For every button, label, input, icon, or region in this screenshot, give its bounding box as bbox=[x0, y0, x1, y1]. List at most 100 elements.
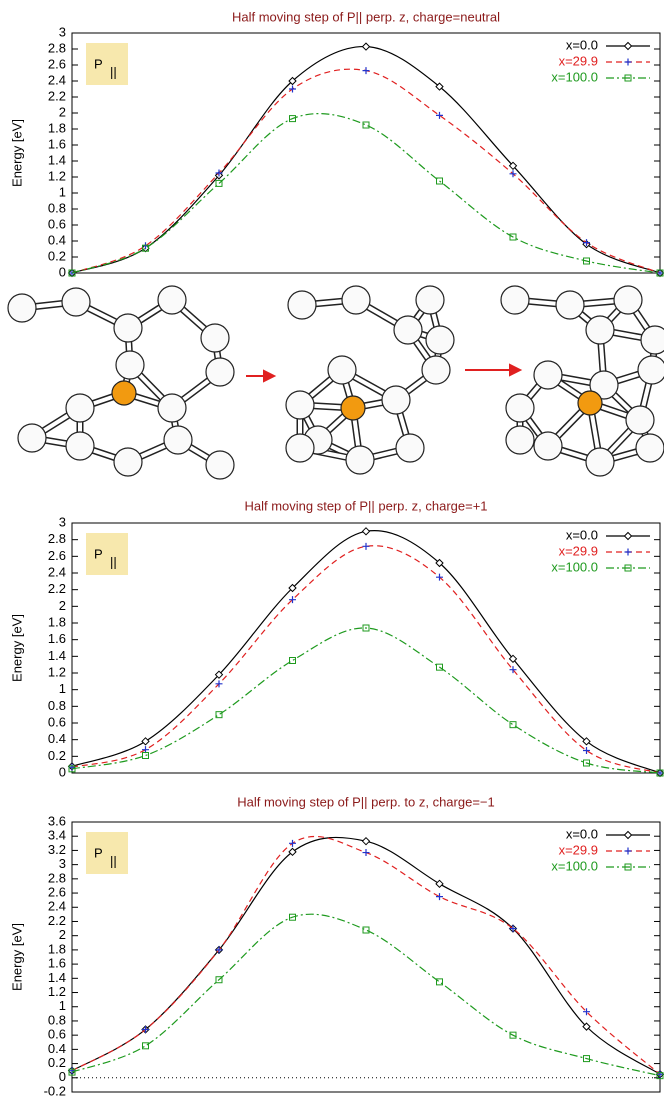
atom bbox=[205, 450, 235, 480]
annotation-box bbox=[86, 533, 128, 575]
annotation: P bbox=[94, 546, 103, 561]
series-line bbox=[71, 913, 661, 1077]
atom bbox=[555, 290, 585, 320]
y-tick-label: 2 bbox=[59, 598, 66, 613]
marker bbox=[361, 836, 371, 846]
legend-marker bbox=[624, 58, 632, 66]
y-axis-label: Energy [eV] bbox=[9, 614, 24, 682]
y-tick-label: 2.2 bbox=[48, 88, 66, 103]
atom bbox=[421, 355, 451, 385]
marker bbox=[68, 1067, 76, 1075]
atom bbox=[635, 433, 664, 463]
y-tick-label: 1.6 bbox=[48, 136, 66, 151]
y-tick-label: 0 bbox=[59, 264, 66, 279]
marker bbox=[656, 269, 664, 277]
marker bbox=[215, 169, 223, 177]
y-tick-label: 2.2 bbox=[48, 913, 66, 928]
y-tick-label: 0.2 bbox=[48, 1055, 66, 1070]
y-tick-label: 0.2 bbox=[48, 248, 66, 263]
y-tick-label: 0.2 bbox=[48, 748, 66, 763]
atom bbox=[395, 433, 425, 463]
atom bbox=[637, 355, 664, 385]
legend-marker bbox=[623, 830, 633, 840]
marker bbox=[68, 269, 76, 277]
marker bbox=[508, 161, 518, 171]
dopant-atom bbox=[577, 390, 603, 416]
arrow-head bbox=[509, 363, 523, 377]
atom bbox=[345, 445, 375, 475]
marker bbox=[583, 239, 590, 247]
y-tick-label: 2.4 bbox=[48, 899, 66, 914]
marker bbox=[288, 847, 297, 857]
y-tick-label: 3 bbox=[59, 514, 66, 529]
y-tick-label: 3.2 bbox=[48, 842, 66, 857]
y-tick-label: 0.6 bbox=[48, 714, 66, 729]
y-tick-label: 2.6 bbox=[48, 884, 66, 899]
atom bbox=[157, 393, 187, 423]
marker bbox=[362, 926, 370, 934]
y-tick-label: 1.4 bbox=[48, 648, 66, 663]
marker bbox=[436, 978, 443, 986]
series-line bbox=[71, 113, 661, 274]
marker bbox=[583, 747, 590, 754]
annotation-sub: || bbox=[110, 64, 117, 79]
y-tick-label: 1.2 bbox=[48, 168, 66, 183]
annotation-sub: || bbox=[110, 554, 117, 569]
annotation-box bbox=[86, 832, 128, 874]
atom bbox=[640, 325, 664, 355]
atom bbox=[533, 431, 563, 461]
marker bbox=[289, 839, 296, 847]
marker bbox=[583, 759, 590, 767]
marker bbox=[362, 542, 370, 550]
marker bbox=[142, 244, 149, 252]
chart: Half moving step of P|| perp. z, charge=… bbox=[9, 9, 664, 279]
marker bbox=[141, 737, 150, 746]
marker bbox=[288, 76, 297, 86]
y-tick-label: 1.2 bbox=[48, 664, 66, 679]
marker bbox=[362, 67, 370, 75]
atom bbox=[17, 423, 47, 453]
y-tick-label: 0.4 bbox=[48, 1041, 66, 1056]
marker bbox=[361, 42, 371, 51]
atom bbox=[625, 405, 655, 435]
marker bbox=[362, 624, 370, 632]
marker bbox=[142, 1042, 149, 1050]
marker bbox=[435, 558, 444, 568]
atom bbox=[505, 393, 535, 423]
y-tick-label: 2.8 bbox=[48, 531, 66, 546]
legend-label: x=100.0 bbox=[551, 69, 598, 84]
y-tick-label: 1 bbox=[59, 998, 66, 1013]
atom bbox=[113, 447, 143, 477]
y-tick-label: 2.6 bbox=[48, 56, 66, 71]
legend-label: x=100.0 bbox=[551, 559, 598, 574]
marker bbox=[436, 893, 443, 901]
annotation-sub: || bbox=[110, 853, 117, 868]
legend-marker bbox=[624, 74, 632, 82]
annotation: P bbox=[94, 56, 103, 71]
marker bbox=[509, 170, 517, 178]
annotation: P bbox=[94, 845, 103, 860]
dopant-atom bbox=[111, 380, 137, 406]
atom bbox=[7, 293, 37, 323]
marker bbox=[583, 1008, 590, 1016]
y-tick-label: 1 bbox=[59, 681, 66, 696]
plot-frame bbox=[71, 32, 661, 274]
structure-illustration bbox=[7, 285, 664, 480]
y-tick-label: 0.4 bbox=[48, 232, 66, 247]
y-axis-label: Energy [eV] bbox=[9, 119, 24, 187]
chart-title: Half moving step of P|| perp. z, charge=… bbox=[232, 9, 500, 24]
y-tick-label: 2.8 bbox=[48, 870, 66, 885]
marker bbox=[289, 115, 296, 123]
marker bbox=[509, 925, 517, 933]
series-line bbox=[71, 68, 661, 274]
y-tick-label: 1.6 bbox=[48, 631, 66, 646]
y-tick-label: 3.4 bbox=[48, 828, 66, 843]
y-tick-label: 1.2 bbox=[48, 984, 66, 999]
marker bbox=[436, 663, 443, 671]
legend-marker bbox=[624, 564, 632, 572]
y-tick-label: 2.8 bbox=[48, 40, 66, 55]
chart-title: Half moving step of P|| perp. to z, char… bbox=[237, 794, 495, 809]
y-tick-label: 1.4 bbox=[48, 970, 66, 985]
arrows bbox=[246, 363, 523, 383]
annotation-box bbox=[86, 43, 128, 85]
